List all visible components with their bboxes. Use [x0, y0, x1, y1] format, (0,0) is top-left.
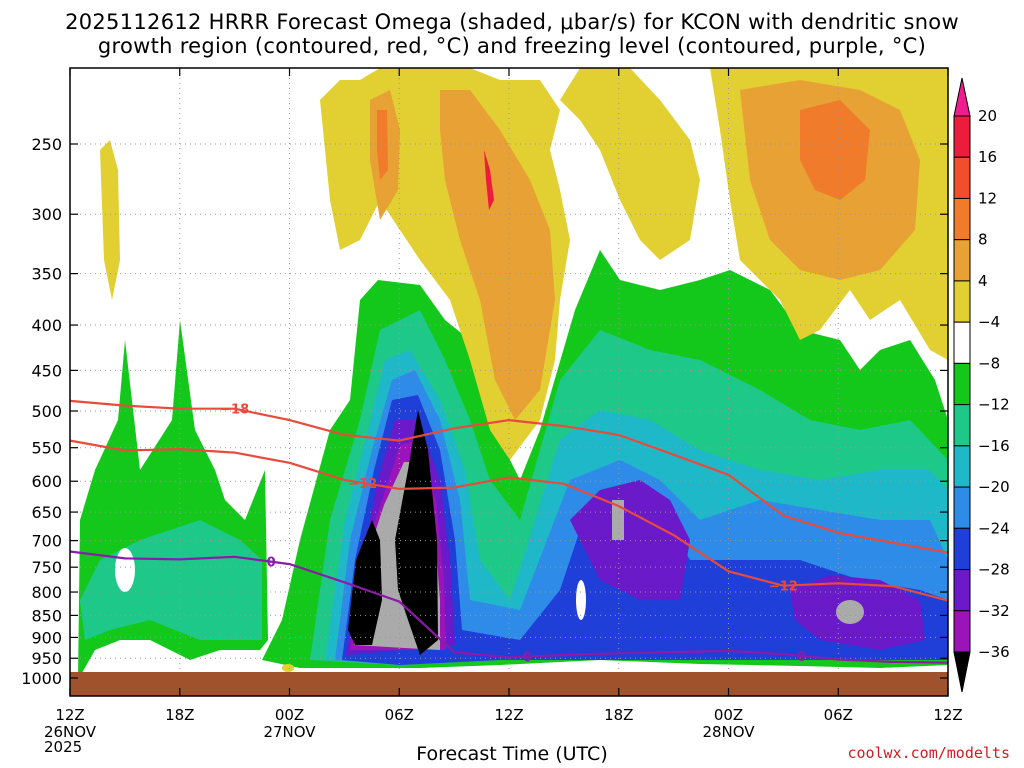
- y-tick-label: 1000: [21, 669, 62, 688]
- sinking-region-yellow-upper-center: [560, 68, 700, 260]
- x-tick-label: 12Z: [55, 706, 84, 724]
- colorbar-level-label: −8: [978, 354, 1000, 372]
- omega-core-black-2: [395, 410, 438, 655]
- y-tick-label: 600: [31, 472, 62, 491]
- x-tick-date-label: 26NOV: [44, 723, 97, 741]
- colorbar-swatch: [953, 445, 971, 488]
- sinking-region-yellow-west: [100, 140, 120, 300]
- contour-line-dgz-lower: [70, 439, 948, 602]
- colorbar-level-label: −32: [978, 602, 1010, 620]
- y-tick-label: 500: [31, 402, 62, 421]
- y-tick-label: 250: [31, 135, 62, 154]
- colorbar-level-label: −36: [978, 643, 1010, 661]
- colorbar-level-label: 12: [978, 189, 997, 207]
- colorbar-level-label: 4: [978, 272, 988, 290]
- colorbar-swatch: [953, 115, 971, 158]
- x-tick-label: 06Z: [385, 706, 414, 724]
- omega-spot-gray-far-east: [836, 600, 864, 624]
- x-axis-year-label: 2025: [44, 738, 83, 756]
- colorbar-swatch: [953, 280, 971, 323]
- chart-title-line-1: 2025112612 HRRR Forecast Omega (shaded, …: [65, 10, 959, 34]
- y-tick-label: 350: [31, 265, 62, 284]
- colorbar-level-label: −28: [978, 561, 1010, 579]
- y-tick-label: 850: [31, 606, 62, 625]
- omega-shading: [78, 68, 948, 680]
- omega-hole-west: [115, 548, 135, 592]
- contour-line-dgz-upper: [70, 399, 948, 554]
- colorbar-level-label: −12: [978, 396, 1010, 414]
- colorbar-swatch: [953, 610, 971, 653]
- y-tick-label: 450: [31, 361, 62, 380]
- colorbar-level-label: 20: [978, 107, 997, 125]
- colorbar-swatch: [953, 362, 971, 406]
- colorbar-swatch: [953, 239, 971, 282]
- y-tick-label: 300: [31, 205, 62, 224]
- y-tick-label: 950: [31, 649, 62, 668]
- colorbar-level-label: 16: [978, 148, 997, 166]
- sinking-region-small-yellow: [282, 664, 294, 672]
- x-tick-label: 18Z: [165, 706, 194, 724]
- y-axis: 250 300 350 400 450 500 550 600 650 700 750 800 850 9…: [21, 135, 948, 688]
- sinking-region-orange-core: [377, 110, 388, 180]
- contour-lines: [70, 399, 948, 664]
- y-tick-label: 800: [31, 583, 62, 602]
- x-tick-date-label: 28NOV: [702, 723, 755, 741]
- colorbar-swatch: [953, 569, 971, 612]
- colorbar-swatch: [953, 156, 971, 199]
- omega-spot-white: [576, 580, 586, 620]
- colorbar-level-label: −16: [978, 437, 1010, 455]
- contour-line-freezing: [70, 550, 948, 664]
- colorbar-level-label: 8: [978, 231, 988, 249]
- contour-label: −12: [769, 580, 798, 595]
- contour-label: 0: [523, 651, 532, 666]
- colorbar-level-label: −20: [978, 478, 1010, 496]
- colorbar-swatch: [953, 404, 971, 447]
- x-tick-label: 06Z: [824, 706, 853, 724]
- x-axis-title: Forecast Time (UTC): [416, 743, 608, 765]
- x-tick-label: 00Z: [714, 706, 743, 724]
- y-tick-label: 650: [31, 503, 62, 522]
- colorbar-level-label: −4: [978, 313, 1000, 331]
- x-tick-date-label: 27NOV: [263, 723, 316, 741]
- colorbar-level-label: −24: [978, 519, 1010, 537]
- y-tick-label: 750: [31, 558, 62, 577]
- x-tick-label: 18Z: [604, 706, 633, 724]
- colorbar-swatch: [953, 321, 971, 364]
- y-tick-label: 700: [31, 532, 62, 551]
- omega-core-black-1: [348, 520, 382, 645]
- colorbar: 20 16 12 8 4 −4 −8 −12 −16 −20 −24 −28 −32 −36: [953, 77, 1010, 693]
- sinking-region-orange-main-2: [440, 90, 555, 420]
- x-tick-label: 00Z: [275, 706, 304, 724]
- contour-label: 0: [267, 556, 276, 571]
- contour-label: −18: [220, 403, 249, 418]
- y-tick-label: 550: [31, 439, 62, 458]
- x-tick-label: 12Z: [494, 706, 523, 724]
- contour-label: 0: [797, 650, 806, 665]
- contour-label: −12: [348, 477, 377, 492]
- colorbar-swatch: [953, 197, 971, 241]
- omega-region-purple-east: [570, 480, 690, 600]
- omega-spot-gray-east: [612, 500, 624, 540]
- sinking-region-red-core: [484, 150, 494, 210]
- colorbar-top-arrow: [953, 77, 971, 117]
- y-tick-label: 400: [31, 316, 62, 335]
- y-tick-label: 900: [31, 628, 62, 647]
- x-tick-label: 12Z: [933, 706, 962, 724]
- chart-title-line-2: growth region (contoured, red, °C) and f…: [97, 34, 927, 58]
- colorbar-bottom-arrow: [953, 651, 971, 693]
- credit-link[interactable]: coolwx.com/modelts: [847, 744, 1010, 762]
- contour-labels: −18 −12 −12 0 0 0: [220, 403, 806, 666]
- colorbar-swatch: [953, 527, 971, 571]
- colorbar-swatch: [953, 486, 971, 529]
- sinking-region-darkorange-east: [800, 100, 870, 200]
